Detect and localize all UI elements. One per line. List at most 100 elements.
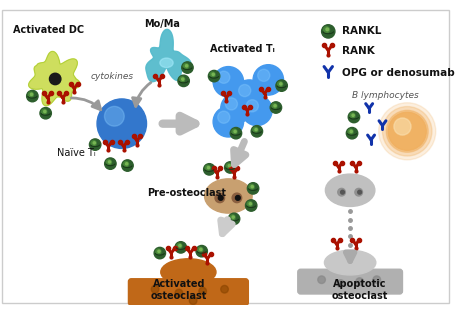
Ellipse shape xyxy=(161,259,216,285)
Circle shape xyxy=(215,193,225,203)
Text: RANKL: RANKL xyxy=(342,26,381,36)
Circle shape xyxy=(348,111,360,123)
Circle shape xyxy=(232,216,234,218)
Circle shape xyxy=(270,102,282,113)
Circle shape xyxy=(209,300,222,313)
Text: cytokines: cytokines xyxy=(91,72,134,81)
Circle shape xyxy=(180,77,185,82)
Circle shape xyxy=(105,158,116,169)
Circle shape xyxy=(27,90,38,102)
Circle shape xyxy=(199,287,207,295)
Circle shape xyxy=(348,129,353,134)
Circle shape xyxy=(226,163,231,169)
Circle shape xyxy=(253,65,283,95)
Circle shape xyxy=(346,127,358,139)
Circle shape xyxy=(355,188,363,196)
Circle shape xyxy=(200,248,202,251)
Circle shape xyxy=(49,73,61,85)
Circle shape xyxy=(280,83,282,85)
Circle shape xyxy=(156,249,161,254)
Circle shape xyxy=(220,300,234,313)
Circle shape xyxy=(321,25,335,38)
Circle shape xyxy=(255,128,257,131)
Circle shape xyxy=(132,300,146,313)
Circle shape xyxy=(253,127,258,132)
Circle shape xyxy=(231,300,245,313)
Circle shape xyxy=(225,162,236,173)
Circle shape xyxy=(209,70,220,82)
Circle shape xyxy=(337,280,345,287)
Ellipse shape xyxy=(324,250,376,275)
Circle shape xyxy=(379,103,436,160)
Circle shape xyxy=(154,247,165,259)
Circle shape xyxy=(175,242,186,253)
Circle shape xyxy=(42,109,47,114)
Circle shape xyxy=(388,112,426,150)
Circle shape xyxy=(341,190,345,194)
Circle shape xyxy=(178,75,189,87)
Circle shape xyxy=(394,118,411,135)
Text: RANK: RANK xyxy=(342,46,374,56)
Circle shape xyxy=(238,85,251,97)
Circle shape xyxy=(326,28,328,31)
Ellipse shape xyxy=(325,174,375,207)
Circle shape xyxy=(122,160,133,171)
Circle shape xyxy=(228,165,230,167)
Circle shape xyxy=(274,105,276,107)
Circle shape xyxy=(204,164,215,175)
Circle shape xyxy=(143,300,156,313)
Text: B lymphocytes: B lymphocytes xyxy=(352,91,419,100)
Circle shape xyxy=(249,203,252,205)
Circle shape xyxy=(386,110,428,152)
Circle shape xyxy=(90,139,101,150)
Circle shape xyxy=(356,278,364,285)
FancyBboxPatch shape xyxy=(128,279,248,305)
Text: Mo/Ma: Mo/Ma xyxy=(144,19,180,29)
Circle shape xyxy=(258,69,270,81)
Circle shape xyxy=(124,162,128,167)
Circle shape xyxy=(158,250,160,253)
Circle shape xyxy=(183,64,189,69)
Circle shape xyxy=(221,93,251,124)
Circle shape xyxy=(93,142,95,144)
Circle shape xyxy=(230,215,235,220)
Circle shape xyxy=(177,244,182,249)
Circle shape xyxy=(249,184,254,189)
Circle shape xyxy=(221,285,228,293)
Circle shape xyxy=(106,160,111,165)
Circle shape xyxy=(232,129,237,134)
Circle shape xyxy=(225,98,237,110)
Circle shape xyxy=(230,127,242,139)
Circle shape xyxy=(44,110,46,113)
Circle shape xyxy=(234,80,264,110)
Circle shape xyxy=(219,196,223,200)
Circle shape xyxy=(318,276,325,284)
Circle shape xyxy=(151,285,159,293)
Circle shape xyxy=(350,113,355,118)
FancyBboxPatch shape xyxy=(0,8,451,305)
Circle shape xyxy=(358,190,362,194)
Text: OPG or denosumab: OPG or denosumab xyxy=(342,68,454,78)
Circle shape xyxy=(338,188,346,196)
Text: Activated Tₗ: Activated Tₗ xyxy=(210,44,275,54)
Circle shape xyxy=(182,78,184,80)
Circle shape xyxy=(383,106,432,156)
Circle shape xyxy=(218,111,230,123)
Circle shape xyxy=(182,62,193,73)
Circle shape xyxy=(276,80,287,91)
Text: Naïve Tₗ: Naïve Tₗ xyxy=(57,148,96,158)
Circle shape xyxy=(213,106,244,137)
Circle shape xyxy=(109,161,110,163)
Circle shape xyxy=(247,202,252,207)
Polygon shape xyxy=(146,29,191,82)
Circle shape xyxy=(247,183,259,194)
Circle shape xyxy=(207,167,210,169)
Ellipse shape xyxy=(205,179,252,213)
Circle shape xyxy=(242,95,272,126)
Circle shape xyxy=(373,276,381,284)
Circle shape xyxy=(187,300,201,313)
Circle shape xyxy=(234,130,236,133)
Circle shape xyxy=(28,92,34,97)
Circle shape xyxy=(165,300,179,313)
Circle shape xyxy=(251,126,263,137)
